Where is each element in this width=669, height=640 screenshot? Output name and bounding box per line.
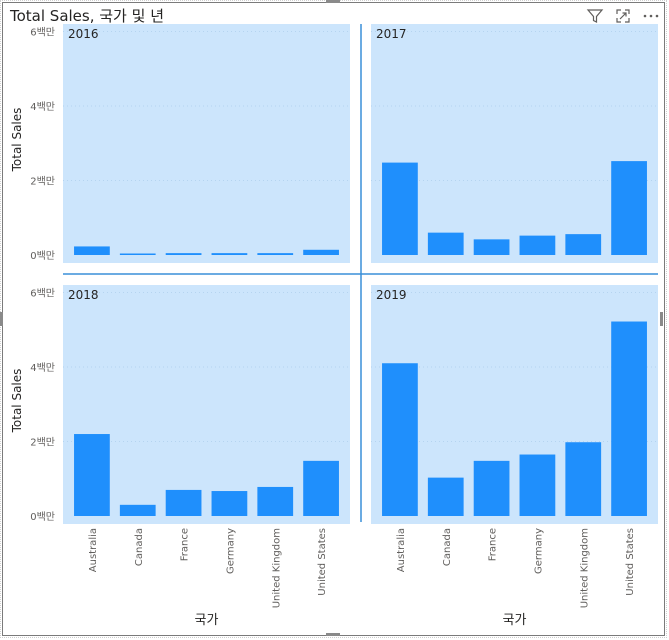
data-bar[interactable] xyxy=(119,253,156,256)
filter-icon[interactable] xyxy=(585,6,605,26)
data-bar[interactable] xyxy=(611,321,647,516)
visual-header-toolbar xyxy=(585,6,661,26)
x-axis-title: 국가 xyxy=(195,613,219,628)
x-tick-label: Germany xyxy=(225,528,236,574)
panel-background xyxy=(63,285,350,524)
data-bar[interactable] xyxy=(565,234,602,255)
y-tick-label: 4백만 xyxy=(30,362,55,374)
panel-background xyxy=(371,285,658,524)
panel-background xyxy=(371,24,658,263)
data-bar[interactable] xyxy=(211,491,248,516)
x-tick-label: France xyxy=(488,528,499,561)
data-bar[interactable] xyxy=(211,253,248,255)
data-bar[interactable] xyxy=(519,454,556,516)
y-tick-label: 2백만 xyxy=(30,175,55,187)
x-tick-label: Australia xyxy=(88,528,99,572)
x-tick-label: France xyxy=(180,528,191,561)
x-tick-label: United Kingdom xyxy=(579,528,590,608)
data-bar[interactable] xyxy=(427,477,464,516)
y-tick-label: 6백만 xyxy=(30,287,55,299)
y-tick-label: 0백만 xyxy=(30,250,55,262)
data-bar[interactable] xyxy=(427,232,464,255)
resize-handle-top[interactable] xyxy=(326,0,340,3)
data-bar[interactable] xyxy=(165,253,202,255)
data-bar[interactable] xyxy=(74,246,110,255)
x-tick-label: United States xyxy=(625,528,636,596)
data-bar[interactable] xyxy=(303,249,339,255)
data-bar[interactable] xyxy=(382,162,418,255)
resize-handle-left[interactable] xyxy=(0,312,3,326)
data-bar[interactable] xyxy=(473,239,510,255)
x-tick-label: Australia xyxy=(396,528,407,572)
panel-background xyxy=(63,24,350,263)
x-tick-label: United States xyxy=(317,528,328,596)
data-bar[interactable] xyxy=(565,442,602,516)
y-tick-label: 2백만 xyxy=(30,436,55,448)
data-bar[interactable] xyxy=(74,434,110,516)
visual-title: Total Sales, 국가 및 년 xyxy=(10,7,164,25)
panel-title: 2018 xyxy=(68,288,99,302)
x-axis-title: 국가 xyxy=(503,613,527,628)
data-bar[interactable] xyxy=(519,235,556,255)
resize-handle-right[interactable] xyxy=(660,312,663,326)
y-tick-label: 0백만 xyxy=(30,511,55,523)
x-tick-label: United Kingdom xyxy=(271,528,282,608)
y-tick-label: 4백만 xyxy=(30,101,55,113)
data-bar[interactable] xyxy=(119,504,156,516)
panel-title: 2017 xyxy=(376,27,407,41)
y-axis-title: Total Sales xyxy=(10,369,24,434)
x-tick-label: Canada xyxy=(442,528,453,566)
panel-title: 2016 xyxy=(68,27,99,41)
focus-mode-icon[interactable] xyxy=(613,6,633,26)
y-axis-title: Total Sales xyxy=(10,108,24,173)
more-options-icon[interactable] xyxy=(641,6,661,26)
data-bar[interactable] xyxy=(303,460,339,516)
data-bar[interactable] xyxy=(382,363,418,516)
panel-title: 2019 xyxy=(376,288,407,302)
data-bar[interactable] xyxy=(473,460,510,516)
data-bar[interactable] xyxy=(257,253,294,255)
data-bar[interactable] xyxy=(165,489,202,516)
x-tick-label: Germany xyxy=(533,528,544,574)
data-bar[interactable] xyxy=(611,161,647,255)
resize-handle-bottom[interactable] xyxy=(326,633,340,636)
x-tick-label: Canada xyxy=(134,528,145,566)
data-bar[interactable] xyxy=(257,486,294,516)
y-tick-label: 6백만 xyxy=(30,26,55,38)
